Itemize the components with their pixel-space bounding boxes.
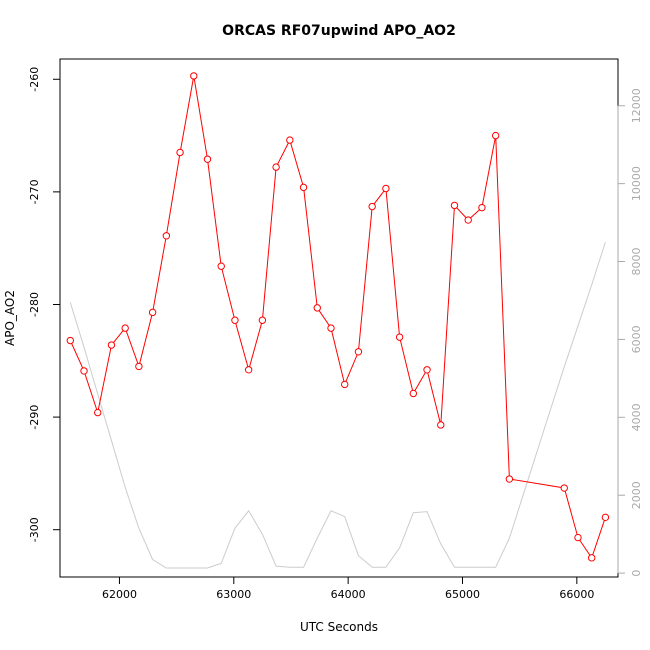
data-point (121, 324, 129, 332)
y2-tick-label: 8000 (630, 248, 643, 276)
data-point (464, 216, 472, 224)
data-point (588, 554, 596, 562)
secondary-series-line (69, 241, 606, 569)
y-tick-label: -260 (28, 67, 41, 92)
primary-series-line (69, 75, 606, 560)
data-point (354, 348, 363, 356)
data-point (135, 362, 143, 371)
data-point (491, 131, 500, 140)
data-point (341, 380, 349, 389)
data-point (382, 184, 390, 193)
data-point (299, 183, 308, 192)
x-tick-label: 65000 (445, 588, 480, 601)
data-point (478, 203, 486, 212)
data-point (66, 336, 74, 345)
x-tick-label: 63000 (216, 588, 251, 601)
data-point (272, 163, 280, 171)
data-point (601, 513, 610, 522)
y2-tick-label: 6000 (630, 325, 643, 353)
chart-title: ORCAS RF07upwind APO_AO2 (222, 23, 456, 39)
data-point (574, 533, 582, 542)
y2-tick-label: 0 (630, 570, 643, 577)
data-point (217, 262, 225, 270)
data-point (409, 389, 418, 398)
data-point (162, 232, 171, 240)
plot-frame (59, 58, 619, 578)
y-axis-left: -300 -290 -280 -270 -260 (28, 67, 61, 542)
data-point (80, 367, 88, 375)
data-point (258, 316, 267, 324)
series-layer (66, 72, 610, 569)
data-point (107, 341, 116, 349)
data-point (148, 308, 157, 317)
x-tick-label: 64000 (331, 588, 366, 601)
y-axis-label: APO_AO2 (3, 290, 17, 346)
y-tick-label: -300 (28, 517, 41, 542)
data-point (313, 304, 321, 312)
data-point (423, 366, 431, 374)
y-tick-label: -280 (28, 292, 41, 317)
y2-tick-label: 12000 (630, 88, 643, 123)
data-point (231, 316, 239, 324)
y2-tick-label: 2000 (630, 481, 643, 509)
y-axis-right: 0 2000 4000 6000 8000 10000 12000 (617, 88, 643, 577)
data-point (286, 136, 294, 144)
data-point (437, 421, 445, 429)
x-tick-label: 66000 (559, 588, 594, 601)
data-point (94, 408, 102, 417)
y-tick-label: -290 (28, 405, 41, 430)
data-point (176, 148, 184, 157)
data-point (190, 72, 198, 80)
y2-tick-label: 10000 (630, 166, 643, 201)
data-point (450, 201, 459, 210)
data-point (368, 202, 376, 211)
y-tick-label: -270 (28, 179, 41, 204)
data-point (244, 366, 253, 374)
y2-tick-label: 4000 (630, 403, 643, 431)
data-point (505, 475, 514, 483)
x-axis-label: UTC Seconds (300, 620, 378, 634)
x-axis: 62000 63000 64000 65000 66000 (102, 576, 594, 601)
data-point (203, 155, 212, 163)
data-point (395, 333, 404, 341)
data-point (327, 324, 335, 332)
data-point (560, 484, 568, 492)
x-tick-label: 62000 (102, 588, 137, 601)
